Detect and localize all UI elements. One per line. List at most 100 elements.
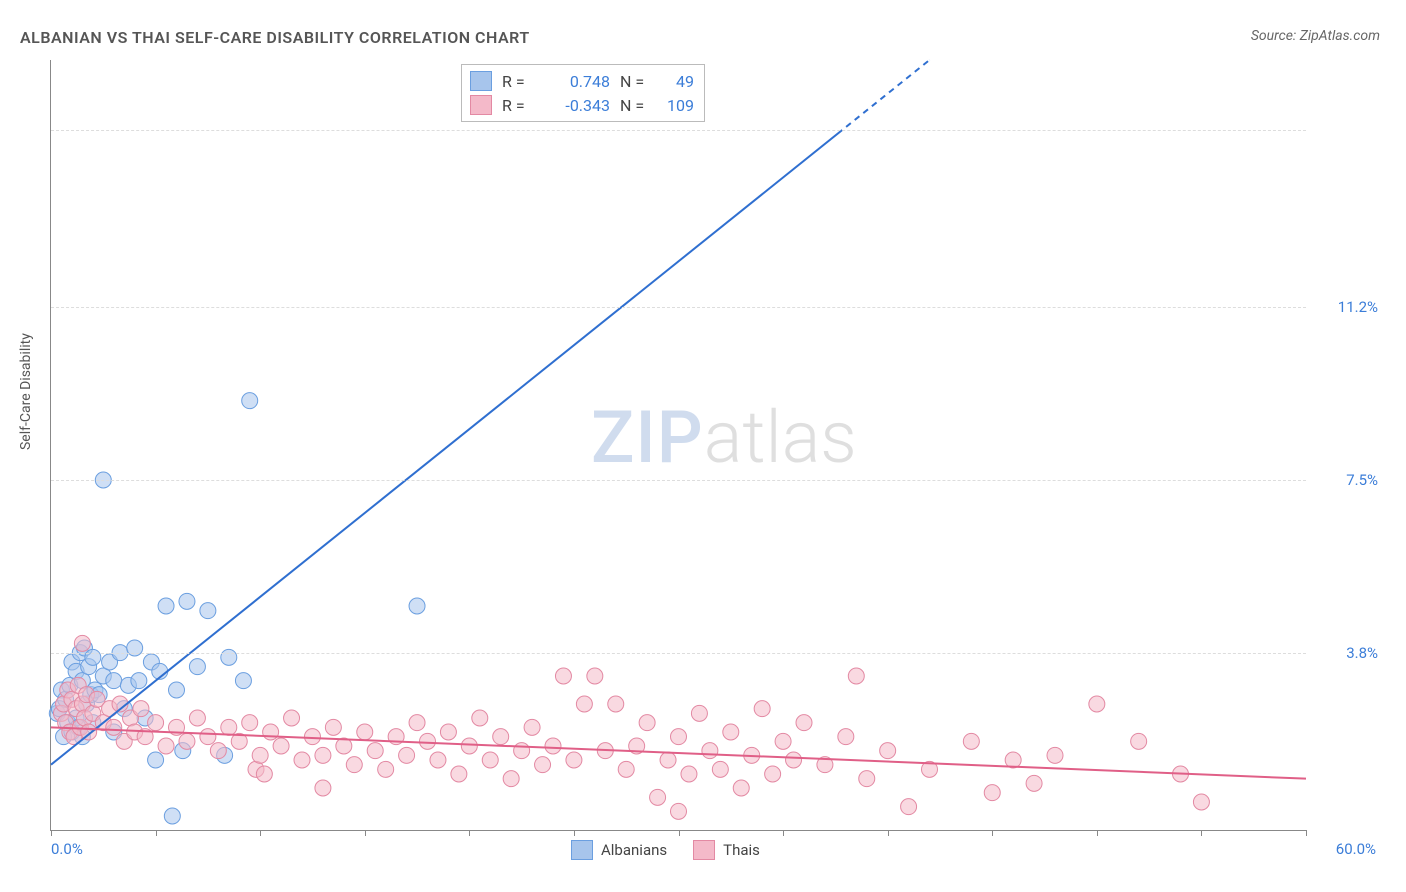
data-point [451, 766, 467, 782]
data-point [106, 673, 122, 689]
data-point [576, 696, 592, 712]
data-point [164, 808, 180, 824]
data-point [566, 752, 582, 768]
series-Albanians [49, 393, 425, 824]
data-point [691, 705, 707, 721]
data-point [131, 673, 147, 689]
data-point [660, 752, 676, 768]
data-point [169, 682, 185, 698]
data-point [733, 780, 749, 796]
x-tick [260, 830, 261, 836]
y-tick-label: 7.5% [1318, 471, 1378, 489]
data-point [399, 747, 415, 763]
x-tick [992, 830, 993, 836]
data-point [325, 719, 341, 735]
data-point [1026, 775, 1042, 791]
data-point [493, 729, 509, 745]
data-point [880, 743, 896, 759]
x-tick-label-max: 60.0% [1336, 840, 1376, 858]
data-point [786, 752, 802, 768]
data-point [256, 766, 272, 782]
data-point [158, 738, 174, 754]
bottom-legend: AlbaniansThais [571, 840, 778, 860]
data-point [367, 743, 383, 759]
bottom-legend-label: Albanians [601, 841, 667, 859]
data-point [963, 733, 979, 749]
source-label: Source: ZipAtlas.com [1251, 28, 1380, 44]
data-point [357, 724, 373, 740]
x-tick [365, 830, 366, 836]
data-point [346, 757, 362, 773]
data-point [723, 724, 739, 740]
data-point [555, 668, 571, 684]
data-point [420, 733, 436, 749]
data-point [189, 659, 205, 675]
data-point [712, 761, 728, 777]
x-tick [156, 830, 157, 836]
x-tick [574, 830, 575, 836]
grid-line [51, 130, 1306, 131]
data-point [158, 598, 174, 614]
chart-title: ALBANIAN VS THAI SELF-CARE DISABILITY CO… [20, 28, 530, 47]
x-tick [1306, 830, 1307, 836]
plot-svg [51, 60, 1306, 830]
data-point [901, 799, 917, 815]
data-point [210, 743, 226, 759]
y-axis-label: Self-Care Disability [18, 333, 34, 450]
data-point [984, 785, 1000, 801]
data-point [440, 724, 456, 740]
data-point [681, 766, 697, 782]
chart-container: ALBANIAN VS THAI SELF-CARE DISABILITY CO… [0, 0, 1406, 892]
data-point [273, 738, 289, 754]
data-point [409, 715, 425, 731]
x-tick [679, 830, 680, 836]
data-point [1193, 794, 1209, 810]
data-point [304, 729, 320, 745]
bottom-legend-swatch-icon [571, 840, 593, 860]
data-point [106, 719, 122, 735]
data-point [848, 668, 864, 684]
data-point [1047, 747, 1063, 763]
data-point [179, 733, 195, 749]
data-point [639, 715, 655, 731]
data-point [514, 743, 530, 759]
data-point [587, 668, 603, 684]
data-point [200, 729, 216, 745]
data-point [524, 719, 540, 735]
data-point [179, 593, 195, 609]
data-point [765, 766, 781, 782]
x-tick [469, 830, 470, 836]
data-point [859, 771, 875, 787]
data-point [200, 603, 216, 619]
x-tick-label-min: 0.0% [51, 840, 83, 858]
data-point [535, 757, 551, 773]
data-point [754, 701, 770, 717]
data-point [430, 752, 446, 768]
x-tick [51, 830, 52, 836]
data-point [1089, 696, 1105, 712]
data-point [482, 752, 498, 768]
x-tick [888, 830, 889, 836]
data-point [461, 738, 477, 754]
x-tick [783, 830, 784, 836]
x-tick [1097, 830, 1098, 836]
data-point [133, 701, 149, 717]
data-point [315, 747, 331, 763]
data-point [294, 752, 310, 768]
data-point [503, 771, 519, 787]
data-point [838, 729, 854, 745]
data-point [608, 696, 624, 712]
data-point [252, 747, 268, 763]
x-tick [1201, 830, 1202, 836]
plot-area: ZIPatlas R =0.748N =49R =-0.343N =109 Al… [50, 60, 1306, 831]
data-point [378, 761, 394, 777]
data-point [284, 710, 300, 726]
grid-line [51, 480, 1306, 481]
data-point [409, 598, 425, 614]
data-point [263, 724, 279, 740]
data-point [189, 710, 205, 726]
y-tick-label: 11.2% [1318, 298, 1378, 316]
data-point [315, 780, 331, 796]
data-point [242, 393, 258, 409]
data-point [618, 761, 634, 777]
